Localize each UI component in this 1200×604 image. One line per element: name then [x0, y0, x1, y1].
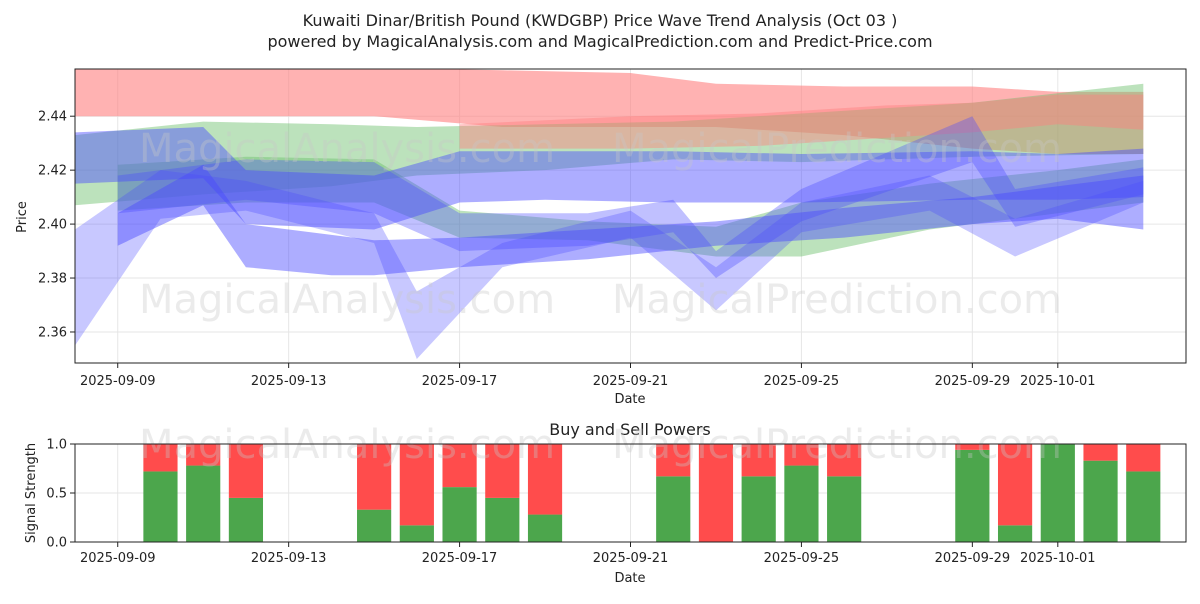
sell-bar — [656, 444, 691, 477]
sell-bar — [485, 444, 520, 498]
price-x-tick-label: 2025-09-25 — [764, 374, 840, 389]
watermark-analysis-mid: MagicalAnalysis.com — [139, 277, 555, 323]
signal-panel: Buy and Sell Powers MagicalAnalysis.com … — [24, 420, 1187, 586]
signal-panel-title: Buy and Sell Powers — [549, 420, 711, 439]
watermark-prediction-mid: MagicalPrediction.com — [612, 277, 1062, 323]
buy-bar — [741, 476, 776, 542]
buy-bar — [656, 476, 691, 542]
price-y-tick-label: 2.38 — [38, 272, 67, 287]
buy-bar — [997, 525, 1033, 542]
signal-y-ticks: 0.0 0.5 1.0 — [46, 438, 75, 551]
sell-bar — [442, 444, 477, 488]
sell-bar — [357, 444, 392, 510]
buy-bar — [399, 525, 434, 542]
sell-bar — [186, 444, 221, 466]
signal-y-tick-label: 0.0 — [46, 536, 67, 551]
sell-bar — [1083, 444, 1118, 461]
sell-bar — [784, 444, 819, 466]
buy-bar — [827, 476, 862, 542]
signal-bars — [143, 444, 1161, 542]
price-x-ticks: 2025-09-09 2025-09-13 2025-09-17 2025-09-21… — [80, 363, 1096, 389]
chart-title: Kuwaiti Dinar/British Pound (KWDGBP) Pri… — [303, 11, 898, 30]
signal-y-axis-label: Signal Strength — [24, 443, 39, 543]
signal-x-ticks: 2025-09-09 2025-09-13 2025-09-17 2025-09-21… — [80, 542, 1096, 566]
price-x-tick-label: 2025-09-21 — [593, 374, 669, 389]
price-y-tick-label: 2.42 — [38, 164, 67, 179]
signal-y-tick-label: 1.0 — [46, 438, 67, 453]
watermark-analysis-top: MagicalAnalysis.com — [139, 126, 555, 172]
buy-bar — [784, 465, 819, 542]
sell-bar — [741, 444, 776, 477]
watermark-analysis-bottom: MagicalAnalysis.com — [139, 422, 555, 468]
price-x-tick-label: 2025-10-01 — [1020, 374, 1096, 389]
signal-x-tick-label: 2025-09-13 — [251, 551, 327, 566]
price-bands — [75, 69, 1144, 359]
buy-bar — [143, 471, 178, 542]
buy-bar — [228, 497, 264, 542]
buy-bar — [485, 497, 520, 542]
signal-x-tick-label: 2025-09-25 — [764, 551, 840, 566]
watermark-prediction-top: MagicalPrediction.com — [612, 126, 1062, 172]
signal-x-tick-label: 2025-10-01 — [1020, 551, 1096, 566]
price-x-tick-label: 2025-09-09 — [80, 374, 156, 389]
price-band-red-3 — [459, 94, 1144, 149]
price-y-ticks: 2.36 2.38 2.40 2.42 2.44 — [38, 110, 75, 340]
price-band-green-2 — [117, 156, 1144, 257]
price-band-blue-5 — [117, 164, 1144, 276]
buy-bar — [1040, 444, 1075, 542]
sell-bar — [827, 444, 862, 477]
price-x-tick-label: 2025-09-13 — [251, 374, 327, 389]
price-band-blue-7 — [117, 116, 1144, 278]
sell-bar — [527, 444, 563, 515]
sell-bar — [399, 444, 434, 526]
signal-x-tick-label: 2025-09-09 — [80, 551, 156, 566]
price-band-green-1 — [75, 83, 1144, 206]
price-band-blue-4 — [75, 127, 1144, 230]
signal-x-tick-label: 2025-09-17 — [422, 551, 498, 566]
price-band-red-0 — [75, 69, 1144, 154]
buy-bar — [1083, 460, 1118, 542]
signal-x-axis-label: Date — [614, 571, 645, 586]
buy-bar — [186, 465, 221, 542]
watermark-prediction-bottom: MagicalPrediction.com — [612, 422, 1062, 468]
price-x-axis-label: Date — [614, 392, 645, 407]
sell-bar — [955, 444, 990, 450]
buy-bar — [442, 487, 477, 542]
price-x-tick-label: 2025-09-17 — [422, 374, 498, 389]
price-panel: MagicalAnalysis.com MagicalPrediction.co… — [15, 68, 1187, 407]
buy-bar — [527, 514, 563, 542]
sell-bar — [143, 444, 178, 472]
price-y-tick-label: 2.44 — [38, 110, 67, 125]
signal-x-tick-label: 2025-09-29 — [935, 551, 1011, 566]
price-band-blue-6 — [75, 170, 1144, 359]
buy-bar — [955, 449, 990, 542]
chart-subtitle: powered by MagicalAnalysis.com and Magic… — [267, 32, 932, 51]
price-y-tick-label: 2.36 — [38, 325, 67, 340]
price-y-tick-label: 2.40 — [38, 218, 67, 233]
sell-bar — [1126, 444, 1161, 472]
sell-bar — [997, 444, 1033, 526]
signal-y-tick-label: 0.5 — [46, 487, 67, 502]
signal-x-tick-label: 2025-09-21 — [593, 551, 669, 566]
sell-bar — [698, 444, 734, 542]
sell-bar — [228, 444, 264, 498]
buy-bar — [1126, 471, 1161, 542]
price-y-axis-label: Price — [15, 201, 30, 233]
price-x-tick-label: 2025-09-29 — [935, 374, 1011, 389]
buy-bar — [357, 509, 392, 542]
